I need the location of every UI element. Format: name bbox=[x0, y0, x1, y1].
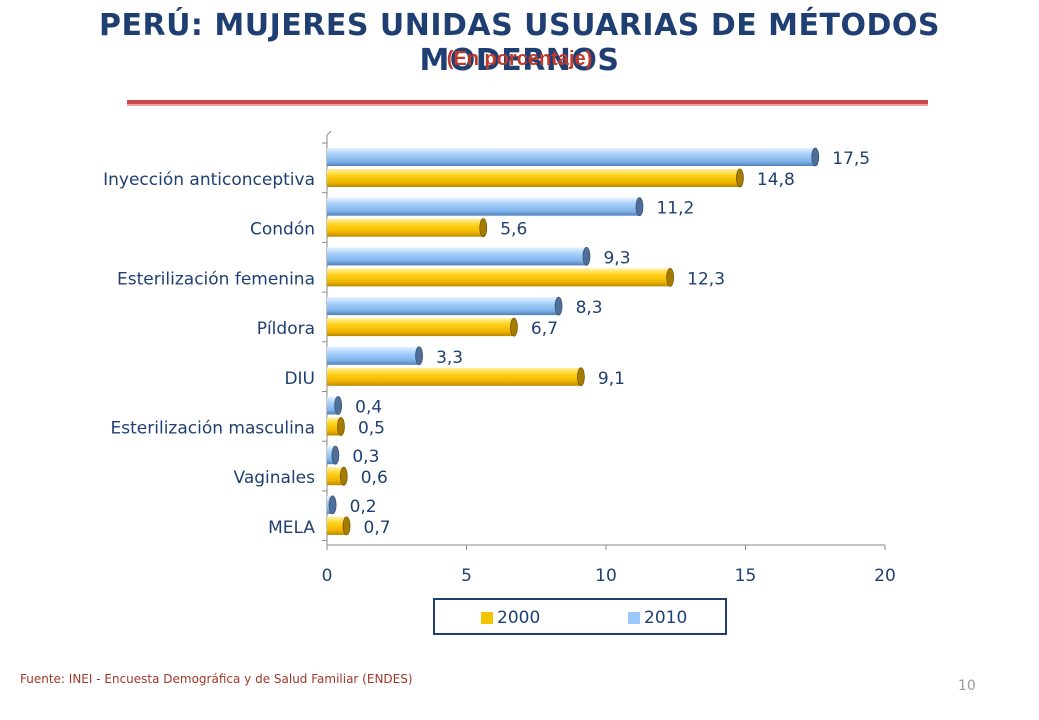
series-2010-bar bbox=[327, 446, 336, 465]
series-2010-data-label: 11,2 bbox=[656, 199, 694, 219]
page-title: PERÚ: MUJERES UNIDAS USUARIAS DE MÉTODOS… bbox=[98, 8, 940, 78]
series-2010-data-label: 8,3 bbox=[576, 298, 603, 318]
series-2010-bar-cap bbox=[334, 396, 343, 415]
page-number: 10 bbox=[958, 678, 976, 694]
source-note: Fuente: INEI - Encuesta Demográfica y de… bbox=[20, 672, 413, 686]
series-2000-data-label: 6,7 bbox=[531, 319, 558, 339]
category-label: DIU bbox=[284, 369, 315, 389]
series-2000-data-label: 0,6 bbox=[361, 468, 388, 488]
x-tick-label: 10 bbox=[595, 566, 617, 586]
axis-depth-top bbox=[326, 130, 332, 136]
subtitle-text: (En porcentaje) bbox=[446, 48, 593, 70]
series-2000-bar bbox=[327, 467, 344, 486]
series-2010-bar-cap bbox=[331, 445, 340, 465]
legend-label-2010: 2010 bbox=[644, 608, 688, 628]
legend-swatch-2000 bbox=[481, 612, 493, 624]
series-2010-bar-cap bbox=[811, 147, 820, 167]
x-tick-label: 0 bbox=[322, 566, 333, 586]
chart-legend: 2000 2010 bbox=[433, 598, 727, 635]
legend-swatch-2010 bbox=[628, 612, 640, 624]
title-divider-shadow bbox=[127, 104, 928, 106]
series-2010-data-label: 9,3 bbox=[603, 248, 630, 268]
series-2000-bar bbox=[327, 268, 671, 287]
series-2010-bar-cap bbox=[328, 495, 337, 515]
legend-item-2010: 2010 bbox=[628, 608, 687, 628]
category-label: Vaginales bbox=[234, 468, 316, 488]
series-2000-bar bbox=[327, 218, 484, 237]
series-2010-bar bbox=[327, 148, 816, 166]
series-2010-bar-cap bbox=[415, 346, 423, 366]
category-label: Condón bbox=[250, 220, 315, 240]
legend-item-2000: 2000 bbox=[481, 608, 540, 628]
series-2000-bar-cap bbox=[337, 417, 345, 436]
legend-label-2000: 2000 bbox=[497, 608, 541, 628]
series-2000-bar-cap bbox=[339, 466, 348, 486]
series-2010-data-label: 0,4 bbox=[355, 398, 382, 418]
x-tick-label: 5 bbox=[461, 566, 472, 586]
category-label: Píldora bbox=[257, 319, 315, 339]
page-subtitle: (En porcentaje) bbox=[0, 48, 1039, 71]
series-2000-bar-cap bbox=[576, 367, 585, 387]
series-2000-data-label: 5,6 bbox=[500, 220, 527, 240]
series-2010-bar bbox=[327, 346, 420, 365]
series-2010-bar bbox=[327, 247, 587, 266]
series-2000-bar-cap bbox=[479, 218, 488, 238]
category-label: Esterilización femenina bbox=[117, 269, 315, 289]
category-label: Inyección anticonceptiva bbox=[103, 170, 315, 190]
series-2000-bar bbox=[327, 367, 581, 386]
series-2010-bar-cap bbox=[554, 296, 563, 316]
series-2010-bar-cap bbox=[582, 246, 591, 266]
series-2000-bar bbox=[327, 417, 341, 436]
series-2000-data-label: 14,8 bbox=[757, 170, 795, 190]
series-2000-bar-cap bbox=[666, 267, 675, 287]
series-2000-bar-cap bbox=[736, 168, 744, 188]
series-2010-data-label: 0,2 bbox=[350, 497, 377, 517]
x-tick-label: 20 bbox=[874, 566, 896, 586]
series-2000-bar bbox=[327, 169, 740, 187]
series-2010-data-label: 0,3 bbox=[352, 447, 379, 467]
series-2000-bar-cap bbox=[342, 516, 351, 536]
series-2000-data-label: 12,3 bbox=[687, 269, 725, 289]
series-2000-data-label: 9,1 bbox=[598, 369, 625, 389]
series-2010-data-label: 3,3 bbox=[436, 348, 463, 368]
series-2000-data-label: 0,7 bbox=[364, 518, 391, 538]
series-2010-bar bbox=[327, 297, 559, 316]
title-divider bbox=[127, 100, 928, 104]
category-label: Esterilización masculina bbox=[111, 419, 315, 439]
series-2010-bar-cap bbox=[635, 197, 644, 217]
series-2010-data-label: 17,5 bbox=[832, 149, 870, 169]
series-2010-bar bbox=[327, 396, 339, 415]
series-2000-bar bbox=[327, 516, 347, 535]
series-2000-bar bbox=[327, 318, 514, 337]
x-tick-label: 15 bbox=[735, 566, 757, 586]
series-2000-data-label: 0,5 bbox=[358, 419, 385, 439]
series-2010-bar bbox=[327, 197, 640, 216]
category-label: MELA bbox=[268, 518, 315, 538]
series-2000-bar-cap bbox=[510, 317, 518, 337]
